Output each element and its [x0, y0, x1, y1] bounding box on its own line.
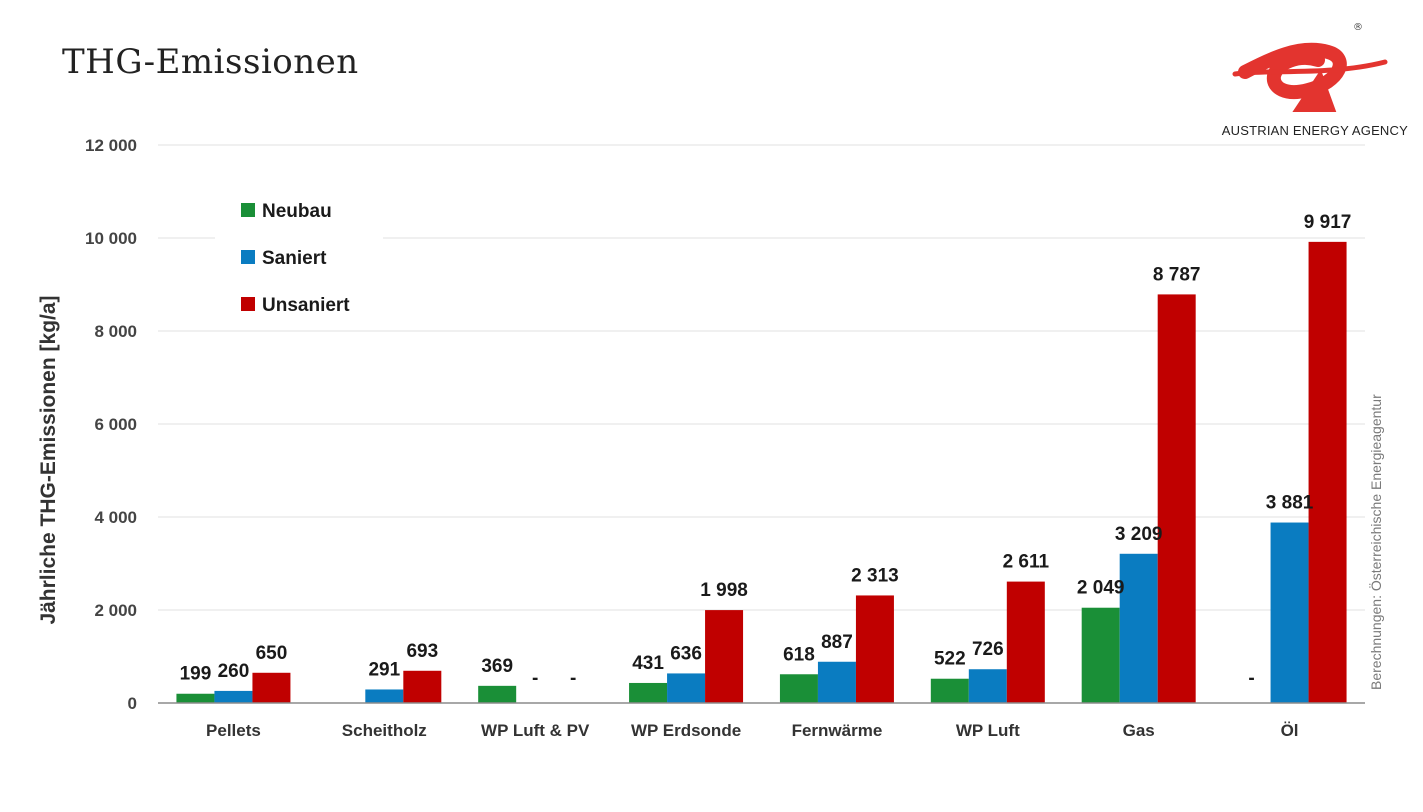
x-category-label: Öl	[1281, 721, 1299, 740]
bar-unsaniert	[252, 672, 291, 703]
logo-swoosh	[1232, 59, 1388, 77]
y-tick-label: 4 000	[94, 508, 137, 527]
legend-label-unsaniert: Unsaniert	[262, 295, 350, 316]
data-label: -	[532, 668, 538, 689]
data-label: -	[1248, 668, 1254, 689]
bar-saniert	[968, 669, 1007, 703]
y-tick-label: 10 000	[85, 229, 137, 248]
y-tick-label: 2 000	[94, 601, 137, 620]
bar-unsaniert	[1006, 581, 1045, 703]
data-label: 3 881	[1266, 493, 1314, 514]
data-label: 8 787	[1153, 264, 1201, 285]
bar-neubau	[629, 682, 668, 703]
bar-unsaniert	[705, 610, 744, 703]
data-label: 260	[218, 661, 250, 682]
data-label: 3 209	[1115, 524, 1163, 545]
y-tick-label: 0	[128, 694, 137, 713]
y-axis-ticks: 0 2 000 4 000 6 000 8 000 10 000 12 000	[85, 136, 137, 713]
data-label: 522	[934, 649, 966, 670]
y-axis-label: Jährliche THG-Emissionen [kg/a]	[37, 295, 60, 624]
x-category-label: WP Luft	[956, 721, 1020, 740]
bar-neubau	[1081, 607, 1120, 703]
data-label: 199	[180, 664, 212, 685]
bar-unsaniert	[1308, 241, 1347, 703]
data-label: 693	[406, 641, 438, 662]
data-label: 726	[972, 639, 1004, 660]
bar-saniert	[1119, 553, 1158, 703]
bar-unsaniert	[855, 595, 894, 703]
logo-text: AUSTRIAN ENERGY AGENCY	[1221, 123, 1408, 138]
data-label: 291	[368, 659, 400, 680]
bar-neubau	[478, 685, 517, 703]
registered-mark: ®	[1353, 22, 1363, 33]
bar-saniert	[365, 689, 404, 703]
data-label: 650	[256, 643, 288, 664]
y-tick-label: 6 000	[94, 415, 137, 434]
data-label: 2 611	[1003, 552, 1050, 573]
bar-saniert	[817, 661, 856, 703]
austrian-energy-agency-logo: ®	[1232, 22, 1388, 112]
x-category-label: Pellets	[206, 721, 261, 740]
bar-neubau	[930, 678, 969, 703]
data-label: 2 313	[851, 565, 899, 586]
x-axis-categories: Pellets Scheitholz WP Luft & PV WP Erdsonde…	[206, 721, 1299, 740]
y-tick-label: 12 000	[85, 136, 137, 155]
y-tick-label: 8 000	[94, 322, 137, 341]
bar-saniert	[667, 673, 706, 703]
bar-saniert	[214, 690, 253, 703]
legend-label-saniert: Saniert	[262, 248, 327, 269]
bar-saniert	[1270, 522, 1309, 703]
bar-neubau	[779, 674, 818, 703]
x-category-label: WP Erdsonde	[631, 721, 741, 740]
data-label: 636	[670, 643, 702, 664]
bar-neubau	[176, 693, 215, 703]
bar-unsaniert	[403, 670, 442, 703]
data-label: 431	[632, 653, 664, 674]
data-label: -	[570, 668, 576, 689]
data-label: 369	[481, 656, 513, 677]
data-label: 2 049	[1077, 578, 1125, 599]
bars	[176, 241, 1347, 703]
logo-a-shape	[1292, 69, 1337, 112]
data-label: 9 917	[1304, 212, 1352, 233]
bar-unsaniert	[1157, 294, 1196, 703]
legend: Neubau Saniert Unsaniert	[215, 188, 383, 326]
x-category-label: WP Luft & PV	[481, 721, 590, 740]
legend-swatch-saniert	[241, 250, 255, 264]
chart-title: THG-Emissionen	[62, 42, 359, 82]
legend-label-neubau: Neubau	[262, 201, 332, 222]
x-category-label: Fernwärme	[792, 721, 883, 740]
x-category-label: Gas	[1123, 721, 1155, 740]
x-category-label: Scheitholz	[342, 721, 427, 740]
legend-swatch-unsaniert	[241, 297, 255, 311]
legend-swatch-neubau	[241, 203, 255, 217]
data-label: 618	[783, 644, 815, 665]
data-label: 887	[821, 632, 853, 653]
data-label: 1 998	[700, 580, 748, 601]
